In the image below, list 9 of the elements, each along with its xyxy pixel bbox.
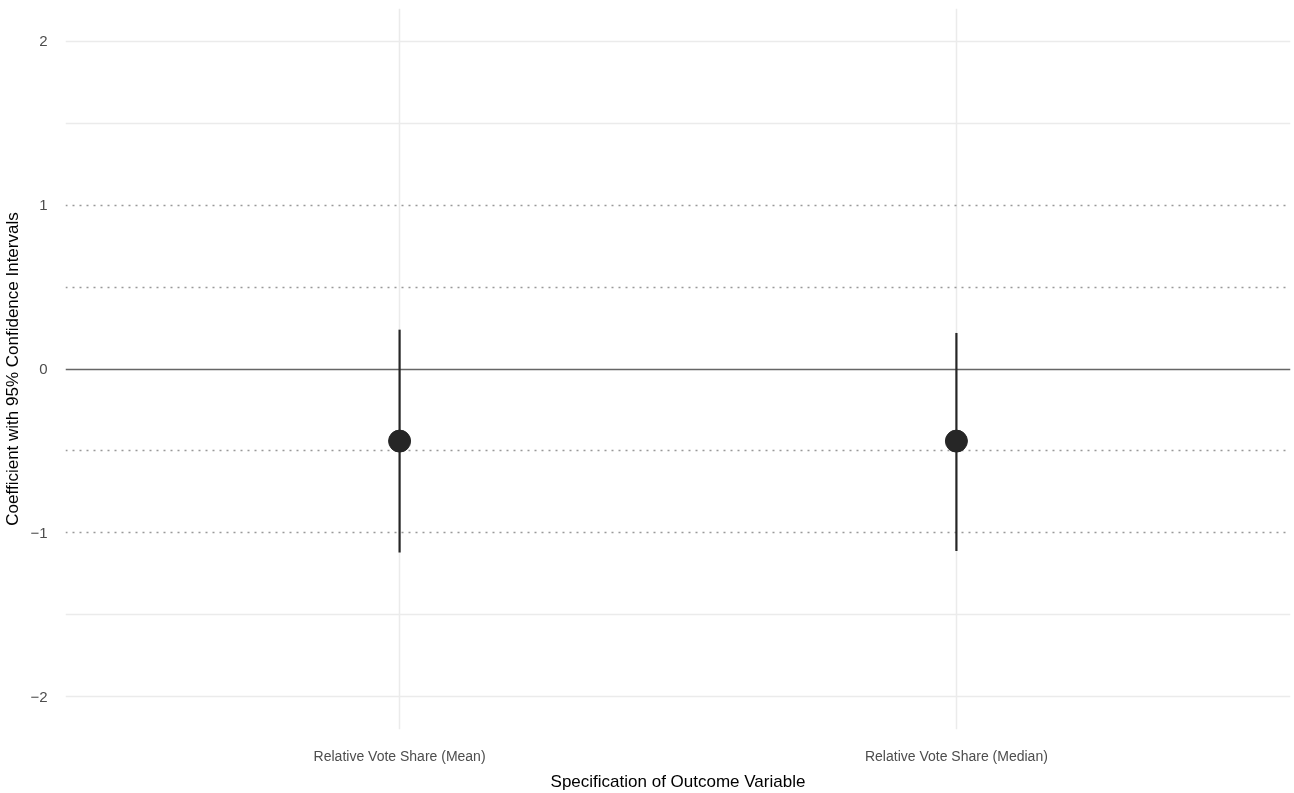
y-tick-label: −2 [30, 687, 48, 705]
y-tick-label: 2 [39, 32, 48, 50]
x-tick-label: Relative Vote Share (Median) [864, 747, 1048, 764]
y-tick-label: 0 [39, 360, 48, 377]
y-tick-label: 1 [39, 196, 48, 214]
x-tick-label: Relative Vote Share (Mean) [313, 747, 486, 764]
y-axis-title: Coefficient with 95% Confidence Intervals [3, 212, 23, 526]
y-tick-label: −1 [30, 523, 48, 541]
x-axis-title: Specification of Outcome Variable [550, 771, 806, 791]
